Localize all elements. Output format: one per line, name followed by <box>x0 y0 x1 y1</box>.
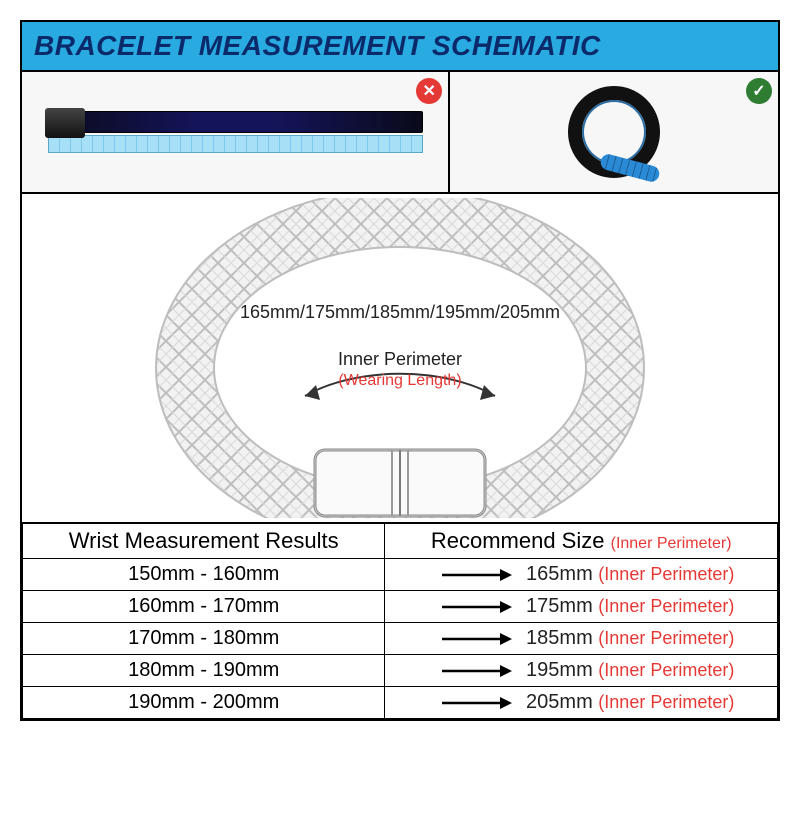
header-bar: BRACELET MEASUREMENT SCHEMATIC <box>22 22 778 72</box>
wrist-range: 150mm - 160mm <box>23 559 385 591</box>
infographic-frame: BRACELET MEASUREMENT SCHEMATIC ✕ ✓ <box>20 20 780 721</box>
wrist-range: 160mm - 170mm <box>23 591 385 623</box>
method-right: ✓ <box>450 72 778 192</box>
size-table: Wrist Measurement Results Recommend Size… <box>22 522 778 719</box>
wrong-icon: ✕ <box>416 78 442 104</box>
header-right-note: (Inner Perimeter) <box>611 535 732 552</box>
check-icon: ✓ <box>746 78 772 104</box>
header-right-text: Recommend Size <box>431 528 605 553</box>
methods-row: ✕ ✓ <box>22 72 778 194</box>
table-header-row: Wrist Measurement Results Recommend Size… <box>23 523 778 559</box>
recommend-cell: 195mm (Inner Perimeter) <box>385 655 778 687</box>
inner-perimeter-note: (Inner Perimeter) <box>598 628 734 648</box>
recommend-size: 205mm <box>526 691 598 713</box>
arrow-icon <box>442 632 512 646</box>
inner-perimeter-label: Inner Perimeter <box>22 349 778 370</box>
table-row: 170mm - 180mm185mm (Inner Perimeter) <box>23 623 778 655</box>
header-left: Wrist Measurement Results <box>23 523 385 559</box>
wrist-range: 190mm - 200mm <box>23 687 385 719</box>
recommend-size: 175mm <box>526 595 598 617</box>
arrow-icon <box>442 568 512 582</box>
wearing-length-label: (Wearing Length) <box>22 372 778 390</box>
wrist-range: 170mm - 180mm <box>23 623 385 655</box>
diagram-labels: 165mm/175mm/185mm/195mm/205mm Inner Peri… <box>22 302 778 390</box>
arrow-icon <box>442 600 512 614</box>
table-row: 160mm - 170mm175mm (Inner Perimeter) <box>23 591 778 623</box>
wrist-range: 180mm - 190mm <box>23 655 385 687</box>
table-row: 150mm - 160mm165mm (Inner Perimeter) <box>23 559 778 591</box>
recommend-cell: 175mm (Inner Perimeter) <box>385 591 778 623</box>
recommend-size: 195mm <box>526 659 598 681</box>
table-row: 180mm - 190mm195mm (Inner Perimeter) <box>23 655 778 687</box>
recommend-cell: 165mm (Inner Perimeter) <box>385 559 778 591</box>
recommend-size: 185mm <box>526 627 598 649</box>
inner-perimeter-note: (Inner Perimeter) <box>598 660 734 680</box>
recommend-cell: 185mm (Inner Perimeter) <box>385 623 778 655</box>
header-right: Recommend Size (Inner Perimeter) <box>385 523 778 559</box>
sizes-line: 165mm/175mm/185mm/195mm/205mm <box>22 302 778 323</box>
bracelet-diagram: 165mm/175mm/185mm/195mm/205mm Inner Peri… <box>22 194 778 522</box>
inner-perimeter-note: (Inner Perimeter) <box>598 596 734 616</box>
flat-bracelet-illustration <box>48 111 423 153</box>
arrow-icon <box>442 696 512 710</box>
recommend-size: 165mm <box>526 563 598 585</box>
recommend-cell: 205mm (Inner Perimeter) <box>385 687 778 719</box>
table-row: 190mm - 200mm205mm (Inner Perimeter) <box>23 687 778 719</box>
method-wrong: ✕ <box>22 72 450 192</box>
arrow-icon <box>442 664 512 678</box>
title: BRACELET MEASUREMENT SCHEMATIC <box>34 30 766 62</box>
circular-bracelet-illustration <box>568 86 660 178</box>
inner-perimeter-note: (Inner Perimeter) <box>598 692 734 712</box>
inner-perimeter-note: (Inner Perimeter) <box>598 564 734 584</box>
